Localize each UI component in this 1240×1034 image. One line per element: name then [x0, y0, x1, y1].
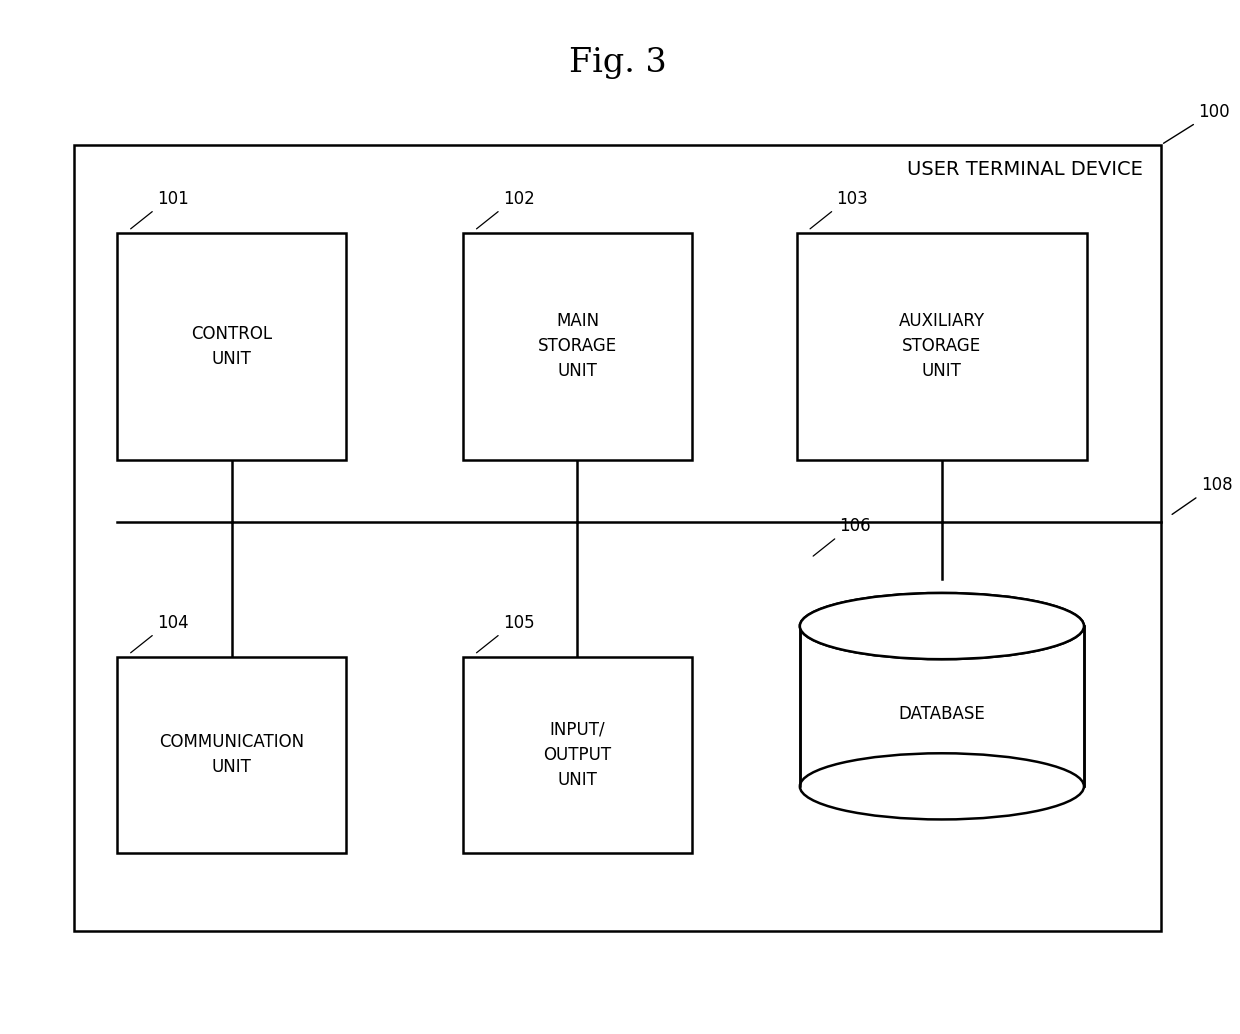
Bar [464, 233, 692, 460]
Text: 105: 105 [502, 614, 534, 632]
Text: 103: 103 [836, 190, 868, 208]
Text: AUXILIARY
STORAGE
UNIT: AUXILIARY STORAGE UNIT [899, 312, 985, 381]
Text: CONTROL
UNIT: CONTROL UNIT [191, 325, 272, 368]
Text: MAIN
STORAGE
UNIT: MAIN STORAGE UNIT [538, 312, 618, 381]
Text: USER TERMINAL DEVICE: USER TERMINAL DEVICE [906, 160, 1142, 179]
Ellipse shape [800, 753, 1084, 819]
Text: 104: 104 [157, 614, 188, 632]
Text: Fig. 3: Fig. 3 [569, 47, 667, 79]
Text: 102: 102 [502, 190, 534, 208]
Text: INPUT/
OUTPUT
UNIT: INPUT/ OUTPUT UNIT [543, 721, 611, 789]
Bar [800, 626, 1084, 787]
Text: 101: 101 [157, 190, 188, 208]
Text: DATABASE: DATABASE [899, 705, 986, 723]
Text: 100: 100 [1198, 103, 1230, 121]
Bar [464, 657, 692, 853]
Bar [118, 657, 346, 853]
Bar [118, 233, 346, 460]
Bar [74, 145, 1161, 931]
Ellipse shape [800, 594, 1084, 660]
Text: COMMUNICATION
UNIT: COMMUNICATION UNIT [159, 733, 304, 777]
Text: 106: 106 [839, 517, 870, 536]
Bar [797, 233, 1087, 460]
Text: 108: 108 [1200, 477, 1233, 494]
Ellipse shape [800, 594, 1084, 660]
